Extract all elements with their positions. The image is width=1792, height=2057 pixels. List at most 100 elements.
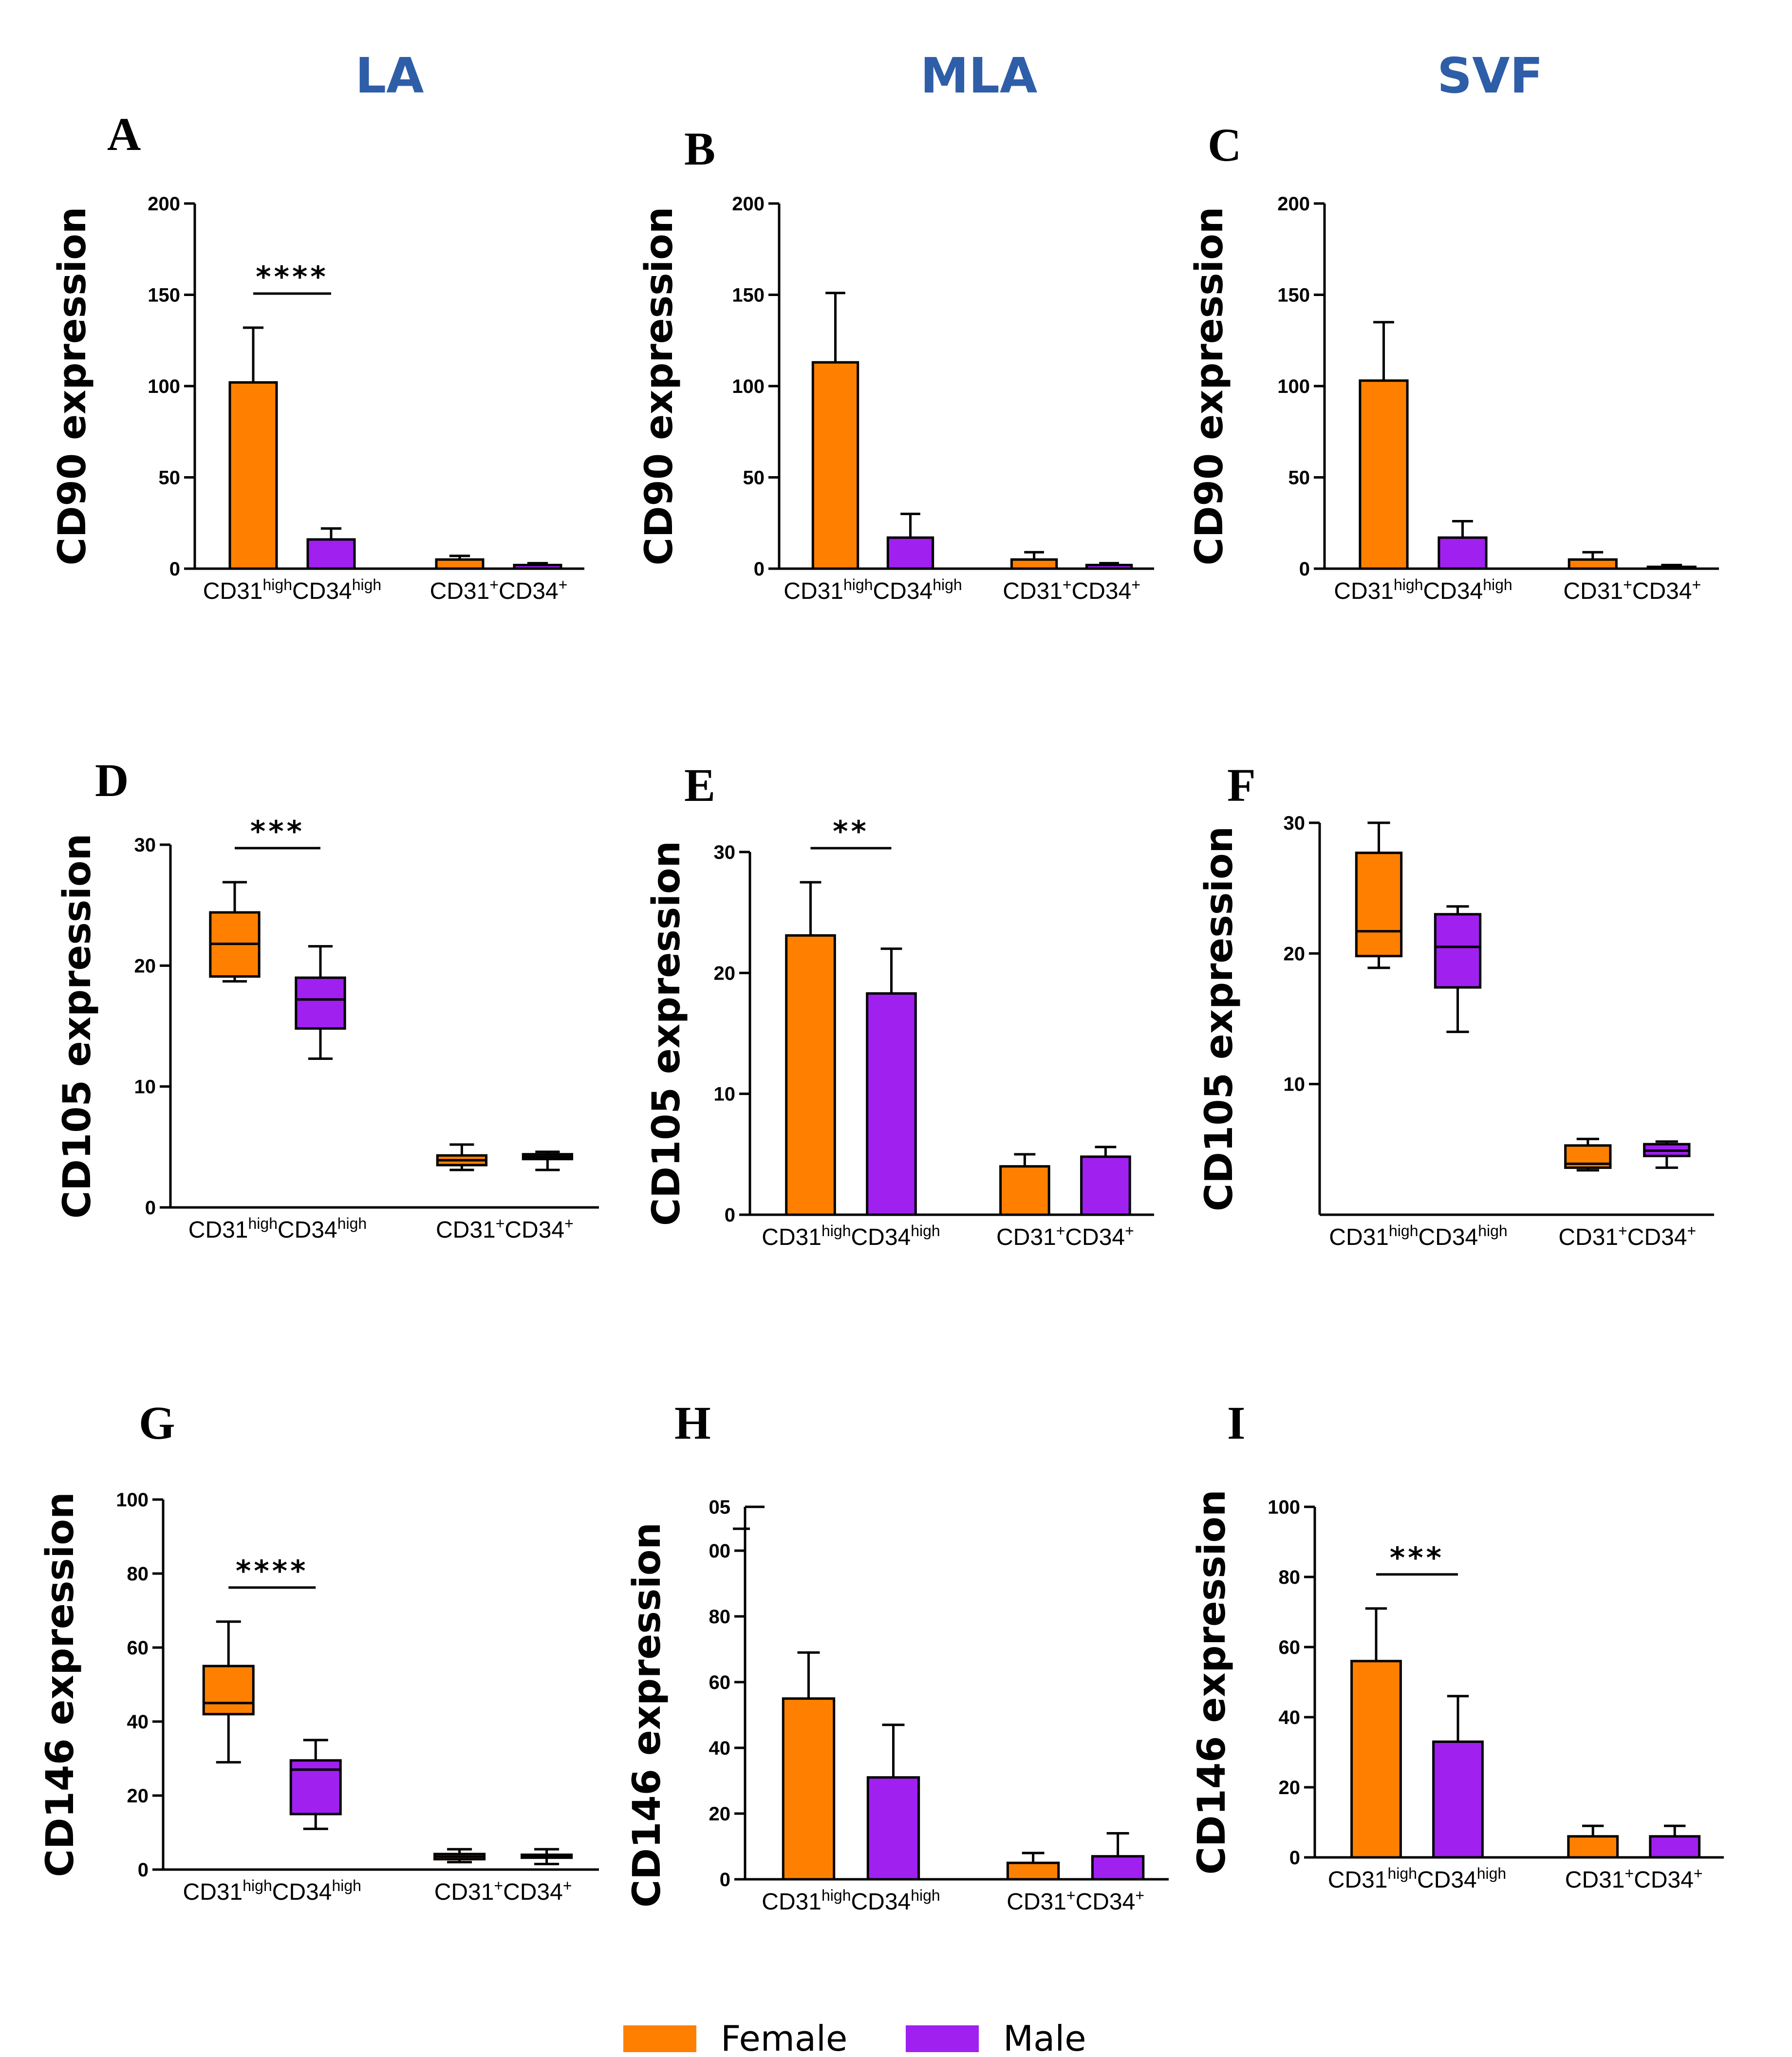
panel-letter: B (684, 123, 715, 175)
y-axis-label: CD146 expression (1190, 1489, 1234, 1874)
bar-male-pos (1085, 564, 1133, 570)
y-tick-label: 10 (1284, 1074, 1306, 1095)
category-label-high: CD31highCD34high (188, 1215, 367, 1243)
panel-a: A CD90 expression 0 50 100 150 200 **** CD31high… (51, 108, 584, 604)
category-label-positive: CD31+CD34+ (430, 576, 568, 604)
bar-female-high (1350, 1660, 1402, 1859)
y-tick-label: 40 (1279, 1707, 1301, 1728)
bar-male-high (306, 538, 356, 570)
y-axis-label: CD146 expression (38, 1492, 82, 1877)
y-tick-label: 40 (127, 1711, 149, 1733)
y-tick-label: 0 (145, 1197, 156, 1219)
bar-male-high (866, 992, 917, 1216)
box-male-high (295, 976, 346, 1030)
y-tick-label: 100 (1268, 1497, 1300, 1518)
y-tick-label: 0 (754, 558, 765, 580)
y-tick-label: 60 (1279, 1637, 1301, 1658)
panel-c: C CD90 expression 0 50 100 150 200 CD31highCD34… (1188, 119, 1719, 604)
bar-female-pos (435, 558, 485, 570)
significance-stars: *** (250, 815, 305, 849)
axis-break-label: 05 (709, 1497, 731, 1518)
y-tick-label: 30 (714, 842, 736, 863)
y-tick-label: 40 (709, 1738, 731, 1759)
category-label-high: CD31highCD34high (762, 1222, 940, 1250)
y-tick-label: 0 (169, 558, 180, 580)
legend-label-male: Male (1003, 2018, 1086, 2057)
y-tick-label: 100 (732, 376, 765, 397)
y-tick-label: 200 (1277, 193, 1310, 215)
bar-male-pos (1646, 565, 1697, 570)
y-axis-label: CD105 expression (1197, 826, 1241, 1211)
y-tick-label: 0 (1289, 1847, 1300, 1869)
y-tick-label: 80 (709, 1606, 731, 1628)
panel-letter: G (139, 1397, 175, 1449)
bar-male-high (886, 536, 934, 570)
y-tick-label: 150 (1277, 285, 1310, 306)
y-axis-label: CD90 expression (51, 207, 94, 566)
y-tick-label: 100 (1277, 376, 1310, 397)
significance-stars: **** (236, 1554, 309, 1588)
category-label-high: CD31highCD34high (784, 576, 962, 604)
y-tick-label: 200 (148, 193, 180, 215)
panel-g: G CD146 expression 0 20 40 60 80 100 **** CD31hig… (38, 1397, 599, 1905)
column-title-svf: SVF (1437, 47, 1543, 104)
box-female-high (202, 1665, 255, 1716)
bar-female-pos (999, 1165, 1050, 1216)
category-label-positive: CD31+CD34+ (1563, 576, 1701, 604)
y-tick-label: 100 (148, 376, 180, 397)
panel-letter: A (107, 108, 141, 160)
bar-male-pos (1091, 1855, 1145, 1881)
y-tick-label: 10 (134, 1076, 156, 1098)
y-tick-label: 0 (725, 1205, 735, 1226)
bar-female-high (1359, 379, 1409, 570)
legend-label-female: Female (721, 2018, 847, 2057)
y-tick-label: 80 (1279, 1567, 1301, 1588)
bar-female-pos (1010, 558, 1058, 570)
bar-male-high (1437, 536, 1488, 570)
bar-male-high (866, 1776, 920, 1881)
bar-female-pos (1006, 1861, 1060, 1881)
panel-letter: I (1227, 1397, 1245, 1449)
bar-female-high (228, 381, 278, 570)
y-axis-label: CD146 expression (625, 1522, 669, 1908)
bar-female-pos (1568, 558, 1618, 570)
significance-stars: ** (833, 815, 869, 849)
category-label-high: CD31highCD34high (762, 1887, 940, 1915)
bar-female-pos (1567, 1835, 1619, 1859)
bar-female-high (782, 1697, 836, 1881)
column-title-la: LA (355, 47, 424, 104)
category-label-positive: CD31+CD34+ (1565, 1865, 1703, 1893)
panel-e: E CD105 expression 0 10 20 30 ** CD31highCD34hi… (645, 759, 1154, 1250)
y-tick-label: 50 (743, 467, 765, 489)
legend-swatch-male (906, 2025, 979, 2052)
y-tick-label: 100 (116, 1489, 149, 1511)
y-tick-label: 80 (127, 1563, 149, 1585)
panel-i: I CD146 expression 0 20 40 60 80 100 *** CD31high… (1190, 1397, 1724, 1893)
y-tick-label: 150 (732, 285, 765, 306)
category-label-positive: CD31+CD34+ (1558, 1222, 1696, 1250)
significance-stars: **** (256, 260, 329, 294)
y-axis-label: CD90 expression (1188, 207, 1232, 566)
y-tick-label: 150 (148, 285, 180, 306)
category-label-high: CD31highCD34high (203, 576, 381, 604)
bar-male-high (1432, 1740, 1484, 1859)
panel-h: H CD146 expression 0 20 40 60 80 00 05 CD31highCD… (625, 1397, 1169, 1915)
y-tick-label: 200 (732, 193, 765, 215)
y-tick-label: 20 (714, 963, 736, 984)
panel-letter: E (684, 759, 715, 811)
category-label-positive: CD31+CD34+ (1003, 576, 1140, 604)
category-label-high: CD31highCD34high (1328, 1865, 1506, 1893)
panel-letter: D (95, 754, 129, 806)
panel-letter: F (1227, 759, 1256, 811)
column-title-mla: MLA (920, 47, 1038, 104)
legend-swatch-female (623, 2025, 696, 2052)
y-tick-label: 0 (1299, 558, 1310, 580)
y-axis-label: CD105 expression (645, 841, 689, 1226)
category-label-positive: CD31+CD34+ (1007, 1887, 1144, 1915)
category-label-high: CD31highCD34high (1334, 576, 1512, 604)
bar-female-high (811, 361, 859, 570)
category-label-positive: CD31+CD34+ (434, 1877, 572, 1905)
legend: Female Male (623, 2018, 1086, 2057)
